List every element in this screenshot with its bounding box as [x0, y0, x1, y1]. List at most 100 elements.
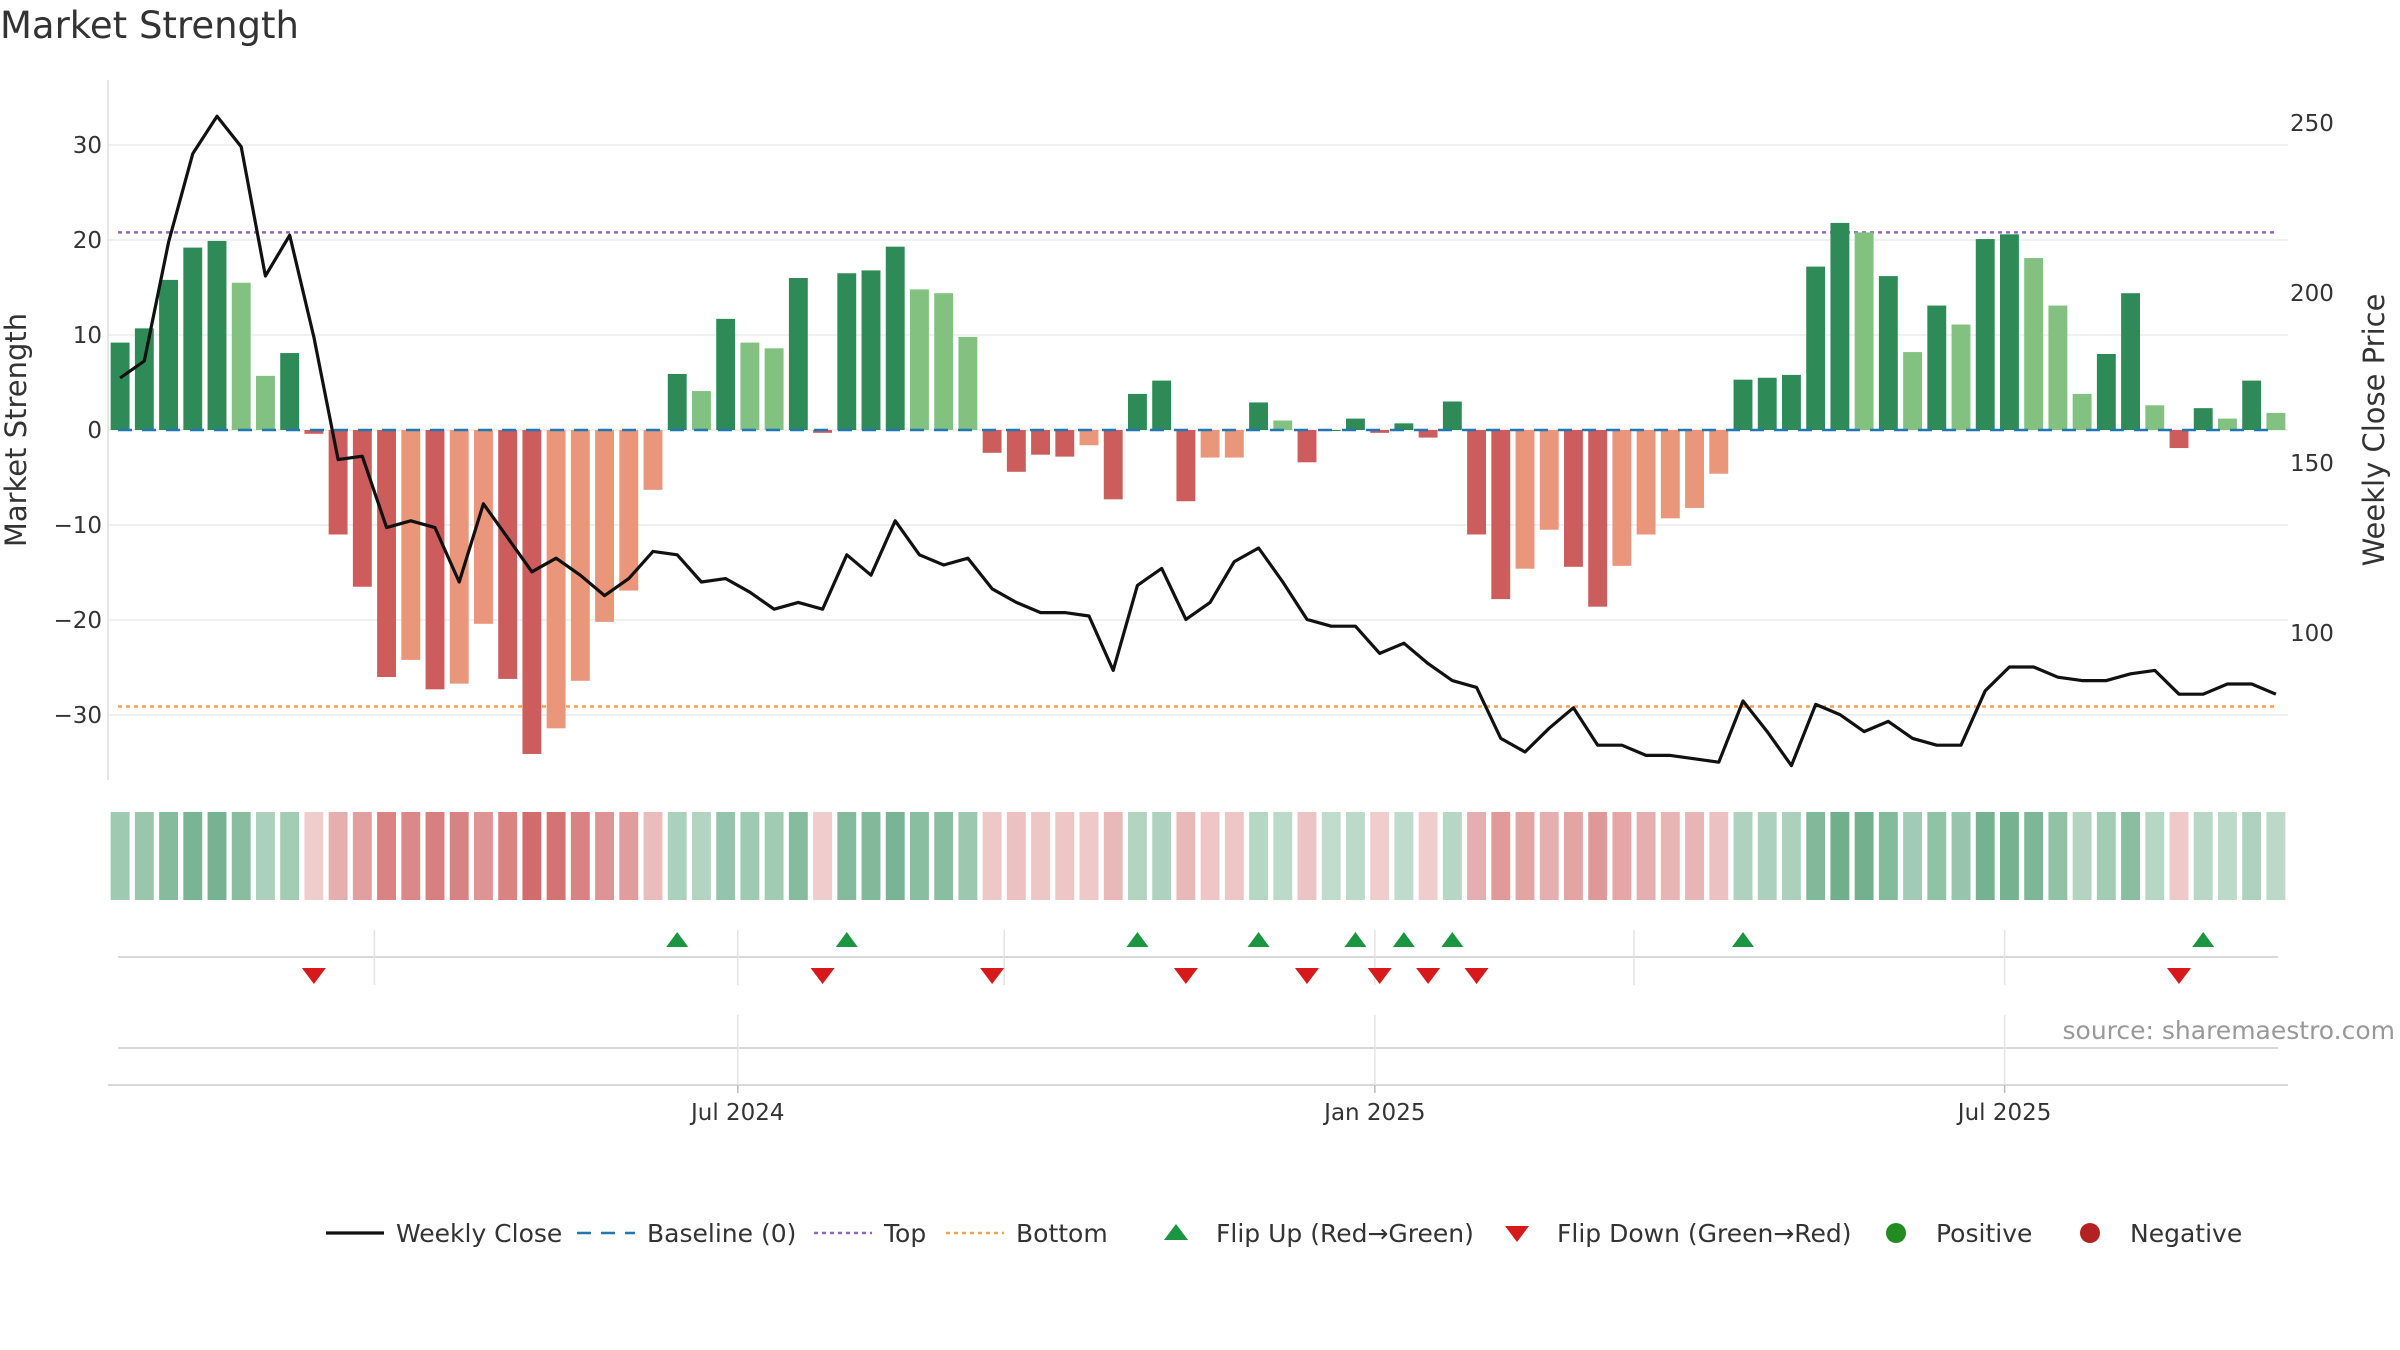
strength-bar [1951, 324, 1971, 430]
strength-strip-cell [837, 812, 857, 900]
x-tick-label: Jul 2025 [1956, 1100, 2052, 1126]
legend-swatch-negative-dot [2080, 1223, 2100, 1243]
strength-bar [1370, 430, 1390, 433]
strength-strip-cell [2217, 812, 2237, 900]
strength-bar [619, 430, 639, 591]
strength-strip-cell [304, 812, 324, 900]
strength-strip-cell [788, 812, 808, 900]
strength-strip-cell [1321, 812, 1341, 900]
strength-strip-cell [691, 812, 711, 900]
strength-strip-cell [2024, 812, 2044, 900]
strength-bar [1200, 430, 1220, 458]
strength-strip-cell [134, 812, 154, 900]
strength-bar [885, 246, 905, 430]
strength-bar [1927, 305, 1947, 430]
strength-strip-cell [1709, 812, 1729, 900]
strength-bar [861, 270, 881, 430]
strength-strip-cell [1830, 812, 1850, 900]
strength-bar [1563, 430, 1583, 567]
legend-item: Positive [1886, 1219, 2032, 1248]
strength-strip-cell [1297, 812, 1317, 900]
legend-swatch-flip-up [1164, 1224, 1188, 1240]
strength-strip-cell [1515, 812, 1535, 900]
strength-strip-cell [546, 812, 566, 900]
strength-bar [1297, 430, 1317, 463]
strength-bar [813, 430, 833, 433]
y2-tick-label: 150 [2290, 451, 2334, 477]
strength-bar [934, 293, 954, 430]
strength-bar [1273, 420, 1293, 430]
strength-bar [231, 282, 251, 430]
strength-bar [1345, 418, 1365, 430]
strength-strip-cell [2266, 812, 2286, 900]
strength-bar [667, 373, 687, 430]
strength-strip-cell [595, 812, 615, 900]
strength-bar [958, 336, 978, 430]
strength-strip-cell [2096, 812, 2116, 900]
legend-label: Negative [2130, 1219, 2242, 1248]
legend-item: Weekly Close [326, 1219, 562, 1248]
y2-axis-label: Weekly Close Price [2357, 294, 2391, 567]
strength-bars [110, 222, 2286, 754]
y-axis-label: Market Strength [0, 313, 33, 547]
flip-up-marker [1441, 932, 1464, 947]
strength-strip-cell [2242, 812, 2262, 900]
strength-strip-cell [1249, 812, 1269, 900]
legend-label: Flip Up (Red→Green) [1216, 1219, 1474, 1248]
strength-strip-cell [1903, 812, 1923, 900]
strength-strip-cell [1878, 812, 1898, 900]
flip-down-marker [810, 968, 835, 984]
strength-bar [110, 342, 130, 430]
strength-bar [352, 430, 372, 587]
y-tick-label: −30 [53, 703, 102, 729]
strength-strip-cell [1467, 812, 1487, 900]
y-tick-label: 10 [73, 323, 102, 349]
strength-bar [1539, 430, 1559, 530]
strength-strip-cell [1370, 812, 1390, 900]
strength-bar [2096, 354, 2116, 430]
legend-item: Bottom [946, 1219, 1108, 1248]
strength-strip-cell [643, 812, 663, 900]
strength-bar [1709, 430, 1729, 474]
flip-down-marker [301, 968, 326, 984]
strength-bar [2169, 430, 2189, 449]
strength-strip-cell [934, 812, 954, 900]
strength-bar [2266, 412, 2286, 430]
strength-bar [1176, 430, 1196, 502]
strength-strip-cell [619, 812, 639, 900]
flip-down-marker [2167, 968, 2191, 984]
legend-item: Baseline (0) [577, 1219, 796, 1248]
strength-bar [1854, 232, 1874, 430]
strength-strip-cell [1394, 812, 1414, 900]
strength-bar [788, 278, 808, 430]
y2-tick-label: 100 [2290, 621, 2334, 647]
strength-strip-cell [159, 812, 179, 900]
strength-strip-cell [570, 812, 590, 900]
strength-bar [1103, 430, 1123, 500]
strength-strip-cell [183, 812, 203, 900]
flip-up-marker [835, 932, 858, 947]
strength-bar [1418, 430, 1438, 438]
strength-strip-cell [1660, 812, 1680, 900]
legend-item: Negative [2080, 1219, 2242, 1248]
strength-bar [1999, 234, 2019, 430]
flip-up-marker [2192, 932, 2215, 947]
legend-label: Positive [1936, 1219, 2032, 1248]
strength-strip-cell [110, 812, 130, 900]
strength-strip-cell [255, 812, 275, 900]
strength-bar [304, 430, 324, 434]
strength-strip-cell [2072, 812, 2092, 900]
strength-strip-cell [909, 812, 929, 900]
strength-strip-cell [207, 812, 227, 900]
flip-up-marker [1392, 932, 1415, 947]
strength-strip-cell [1588, 812, 1608, 900]
strength-strip-cell [1539, 812, 1559, 900]
strength-bar [982, 430, 1002, 453]
strength-bar [1733, 379, 1753, 430]
strength-bar [1588, 430, 1608, 607]
strength-bar [1612, 430, 1632, 566]
y-tick-label: −20 [53, 608, 102, 634]
strength-strip-cell [1636, 812, 1656, 900]
strength-strip-cell [1975, 812, 1995, 900]
